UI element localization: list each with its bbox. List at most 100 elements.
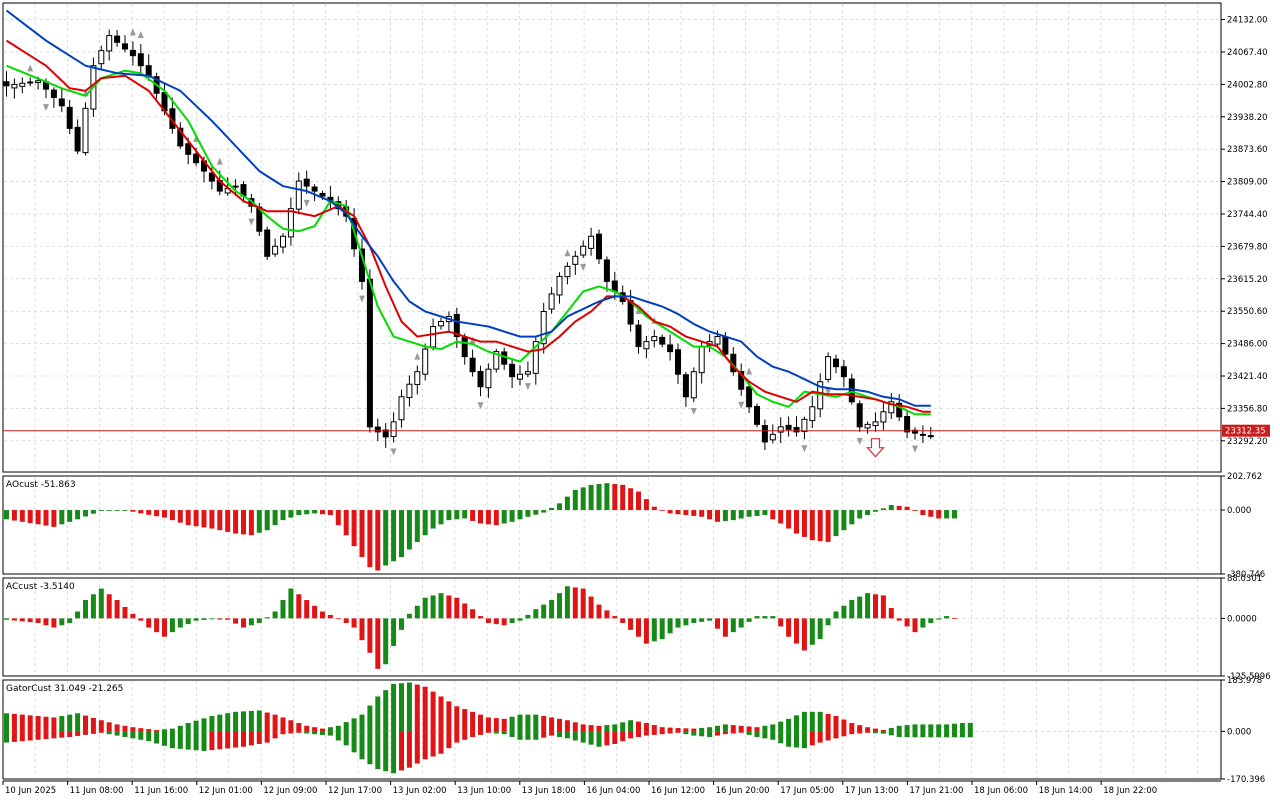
gator-lower-bar [367,731,373,765]
fractal-marker [856,437,863,445]
gator-upper-bar [770,724,776,732]
ao-bar [730,510,736,521]
gator-upper-bar [778,721,784,732]
price-tick-label: 23356.80 [1227,404,1268,414]
gator-lower-bar [4,731,9,743]
panel-frame-gator [2,679,1222,780]
gator-upper-bar [643,723,649,732]
ac-bar [659,618,665,640]
ac-bar [359,618,365,641]
ao-bar [801,510,807,537]
gator-lower-bar [83,731,88,735]
ao-bar [462,510,468,519]
candle-body [754,405,760,425]
gator-lower-bar [98,731,104,733]
gator-upper-bar [146,729,152,732]
ao-bar [391,510,397,562]
candle [572,250,579,275]
candle-body [588,235,595,249]
time-tick-label: 12 Jun 01:00 [199,786,253,796]
gator-lower-bar [359,731,365,760]
ao-bar [841,510,847,531]
gator-upper-bar [154,730,160,732]
candle [809,396,816,429]
ao-bar [541,510,547,513]
gator-lower-bar [59,731,65,738]
gator-lower-bar [201,731,207,751]
candle [517,365,523,386]
gator-upper-bar [509,716,515,732]
gator-lower-bar [75,731,81,736]
ao-bar [422,510,428,536]
ao-bar [122,510,128,511]
gator-lower-bar [177,731,183,749]
candle-body [453,313,460,338]
ac-bar [904,618,910,627]
ac-bar [399,618,404,630]
candle [74,119,81,155]
gator-upper-bar [414,684,420,732]
gator-upper-bar [19,714,25,732]
ac-bar [715,618,720,629]
gator-lower-bar [501,731,507,735]
candle-body [888,401,895,414]
gator-lower-bar [304,731,310,734]
ao-bar [98,510,104,511]
gator-upper-bar [422,686,428,732]
candle-body [193,153,200,164]
gator-lower-bar [967,731,973,738]
ac-bar [857,596,863,619]
gator-upper-bar [959,723,965,732]
gator-upper-bar [904,725,910,732]
ao-bar [351,510,357,547]
gator-upper-bar [612,724,618,732]
gator-lower-bar [675,731,681,733]
ao-bar [485,510,491,525]
ao-bar [588,484,594,511]
ao-bar [580,487,586,511]
ac-bar [19,618,25,622]
ao-bar [154,510,160,517]
candle [801,416,808,440]
gator-upper-bar [225,713,231,732]
gator-lower-bar [651,731,657,735]
ac-bar [288,588,294,619]
ac-bar [620,618,626,623]
fractal-marker [912,445,918,453]
candle-body [272,245,279,255]
gator-lower-bar [896,731,902,737]
ac-bar [130,613,136,619]
price-tick-label: 24067.40 [1227,48,1268,58]
candle [667,334,674,361]
ao-bar [406,510,412,550]
ao-bar [162,510,167,518]
candle [272,238,279,257]
ao-bar [493,510,499,526]
time-tick-label: 12 Jun 09:00 [263,786,317,796]
gator-upper-bar [849,723,855,732]
ac-bar [264,617,270,619]
gator-lower-bar [541,731,547,738]
gator-lower-bar [778,731,784,744]
ao-bar [888,505,894,511]
ac-bar [233,618,239,624]
gator-upper-bar [4,713,9,732]
time-tick-label: 17 Jun 05:00 [780,786,834,796]
ao-bar [636,491,641,511]
candle-body [3,81,10,87]
ac-bar [493,618,499,625]
candle [438,317,444,330]
candle [588,227,595,256]
fractal-marker [524,383,531,391]
candle [532,336,539,385]
panel-frames [2,2,1222,782]
gator-upper-bar [438,696,444,732]
ac-bar [762,616,768,619]
ac-bar [928,618,934,623]
gator-lower-bar [154,731,160,744]
gator-lower-bar [375,731,381,770]
ao-bar [359,510,365,558]
gator-lower-bar [722,731,728,735]
gator-lower-bar [762,731,768,739]
